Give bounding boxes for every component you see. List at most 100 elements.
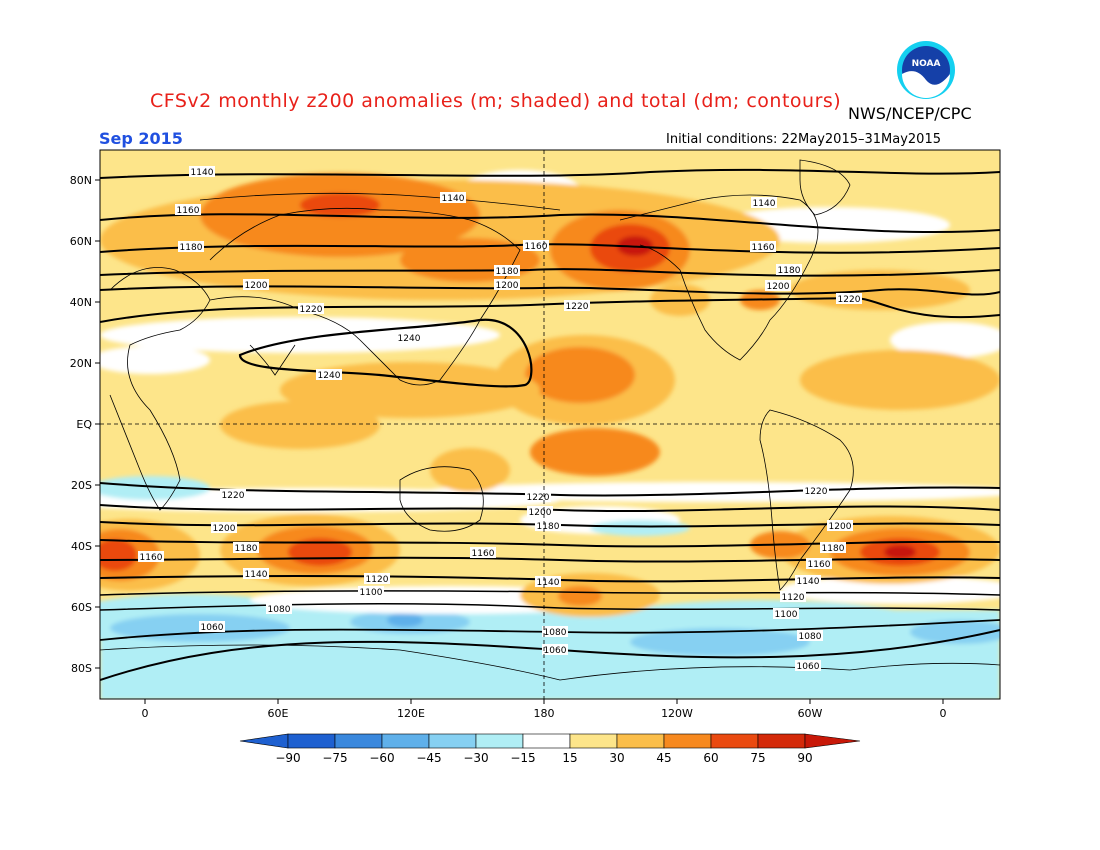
contour-label-s1120a: 1120 <box>364 573 390 585</box>
lon-label-120e: 120E <box>397 707 425 720</box>
colorbar-swatch-2 <box>334 733 383 749</box>
contour-label-s1120b: 1120 <box>780 591 806 603</box>
noaa-logo-text: NOAA <box>912 59 941 69</box>
colorbar-label: 90 <box>797 751 812 765</box>
contour-label-1160a: 1160 <box>175 204 201 216</box>
svg-text:1220: 1220 <box>222 491 245 501</box>
contour-label-s1060c: 1060 <box>795 660 821 672</box>
contour-label-1220b: 1220 <box>564 300 590 312</box>
coast-north-america <box>619 194 819 361</box>
colorbar-label: −30 <box>463 751 488 765</box>
coast-asia <box>209 207 521 386</box>
svg-text:1200: 1200 <box>213 524 236 534</box>
svg-text:1080: 1080 <box>544 628 567 638</box>
contour-label-s1180b: 1180 <box>535 520 561 532</box>
lat-label-60n: 60N <box>70 235 92 248</box>
colorbar-label: 60 <box>703 751 718 765</box>
contour-label-1180c: 1180 <box>776 264 802 276</box>
lat-label-40n: 40N <box>70 296 92 309</box>
contour-label-1220c: 1220 <box>836 293 862 305</box>
svg-text:1160: 1160 <box>177 206 200 216</box>
svg-text:1200: 1200 <box>529 508 552 518</box>
svg-text:1180: 1180 <box>235 544 258 554</box>
contour-label-1200a: 1200 <box>243 279 269 291</box>
svg-text:1120: 1120 <box>366 575 389 585</box>
lat-label-20n: 20N <box>70 357 92 370</box>
contour-label-s1080b: 1080 <box>542 626 568 638</box>
colorbar-swatch-3 <box>381 733 430 749</box>
contour-label-s1200b: 1200 <box>527 506 553 518</box>
contour-label-s1080a: 1080 <box>266 603 292 615</box>
coast-australia <box>399 466 484 532</box>
svg-text:1060: 1060 <box>544 646 567 656</box>
lon-label-60e: 60E <box>268 707 289 720</box>
contour-label-1160b: 1160 <box>523 240 549 252</box>
svg-text:1060: 1060 <box>201 623 224 633</box>
coast-south-america <box>759 409 854 591</box>
svg-text:1100: 1100 <box>360 588 383 598</box>
contour-label-s1100a: 1100 <box>358 586 384 598</box>
contour-label-1200c: 1200 <box>765 280 791 292</box>
agency-label: NWS/NCEP/CPC <box>848 104 972 123</box>
svg-text:1240: 1240 <box>398 334 421 344</box>
colorbar-label: −75 <box>322 751 347 765</box>
colorbar-swatch-1 <box>287 733 336 749</box>
svg-text:1180: 1180 <box>822 544 845 554</box>
contour-label-1180a: 1180 <box>178 241 204 253</box>
contour-label-1240b: 1240 <box>316 369 342 381</box>
svg-text:1140: 1140 <box>191 168 214 178</box>
contour-label-1140c: 1140 <box>751 197 777 209</box>
noaa-logo: NOAA <box>897 41 955 99</box>
coast-india <box>249 344 296 376</box>
colorbar-label: 15 <box>562 751 577 765</box>
svg-text:1200: 1200 <box>245 281 268 291</box>
lon-label-0-east: 0 <box>940 707 947 720</box>
contour-label-s1140c: 1140 <box>795 575 821 587</box>
svg-text:1140: 1140 <box>245 570 268 580</box>
colorbar-label: −45 <box>416 751 441 765</box>
colorbar-swatch-5 <box>475 733 524 749</box>
contour-label-1160c: 1160 <box>750 241 776 253</box>
colorbar-swatch-7 <box>569 733 618 749</box>
colorbar-label: 30 <box>609 751 624 765</box>
lat-label-eq: EQ <box>76 418 92 431</box>
month-label: Sep 2015 <box>99 129 183 148</box>
lat-label-40s: 40S <box>71 540 92 553</box>
contour-label-s1160b: 1160 <box>470 547 496 559</box>
shaded-anomalies <box>100 150 1000 699</box>
contour-label-s1200c: 1200 <box>827 520 853 532</box>
contour-label-s1080c: 1080 <box>797 630 823 642</box>
svg-text:1220: 1220 <box>300 305 323 315</box>
latitude-axis: 80N 60N 40N 20N EQ 20S 40S 60S 80S <box>70 174 100 675</box>
svg-text:1180: 1180 <box>537 522 560 532</box>
colorbar-label: −15 <box>510 751 535 765</box>
colorbar-swatch-8 <box>616 733 665 749</box>
svg-text:1160: 1160 <box>808 560 831 570</box>
colorbar-swatch-6 <box>522 733 571 749</box>
coast-europe-africa <box>109 267 211 511</box>
svg-text:1140: 1140 <box>537 578 560 588</box>
colorbar-swatch-10 <box>710 733 759 749</box>
svg-text:1160: 1160 <box>140 553 163 563</box>
svg-text:1080: 1080 <box>268 605 291 615</box>
colorbar-labels: −90 −75 −60 −45 −30 −15 15 30 45 60 75 9… <box>275 751 812 765</box>
svg-text:1200: 1200 <box>829 522 852 532</box>
contour-label-1180b: 1180 <box>494 265 520 277</box>
contour-label-1200b: 1200 <box>494 279 520 291</box>
svg-text:1160: 1160 <box>752 243 775 253</box>
svg-text:1160: 1160 <box>472 549 495 559</box>
svg-text:1220: 1220 <box>805 487 828 497</box>
svg-text:1060: 1060 <box>797 662 820 672</box>
colorbar-swatch-4 <box>428 733 477 749</box>
contour-label-s1220c: 1220 <box>803 485 829 497</box>
colorbar-label: 75 <box>750 751 765 765</box>
svg-text:1240: 1240 <box>318 371 341 381</box>
longitude-axis: 0 60E 120E 180 120W 60W 0 <box>142 699 947 720</box>
colorbar-swatch-11 <box>757 733 806 749</box>
svg-text:1140: 1140 <box>797 577 820 587</box>
contour-label-s1220b: 1220 <box>525 491 551 503</box>
coast-asia-north <box>199 192 561 211</box>
svg-text:1180: 1180 <box>496 267 519 277</box>
coast-greenland <box>799 159 851 216</box>
contour-label-s1200a: 1200 <box>211 522 237 534</box>
